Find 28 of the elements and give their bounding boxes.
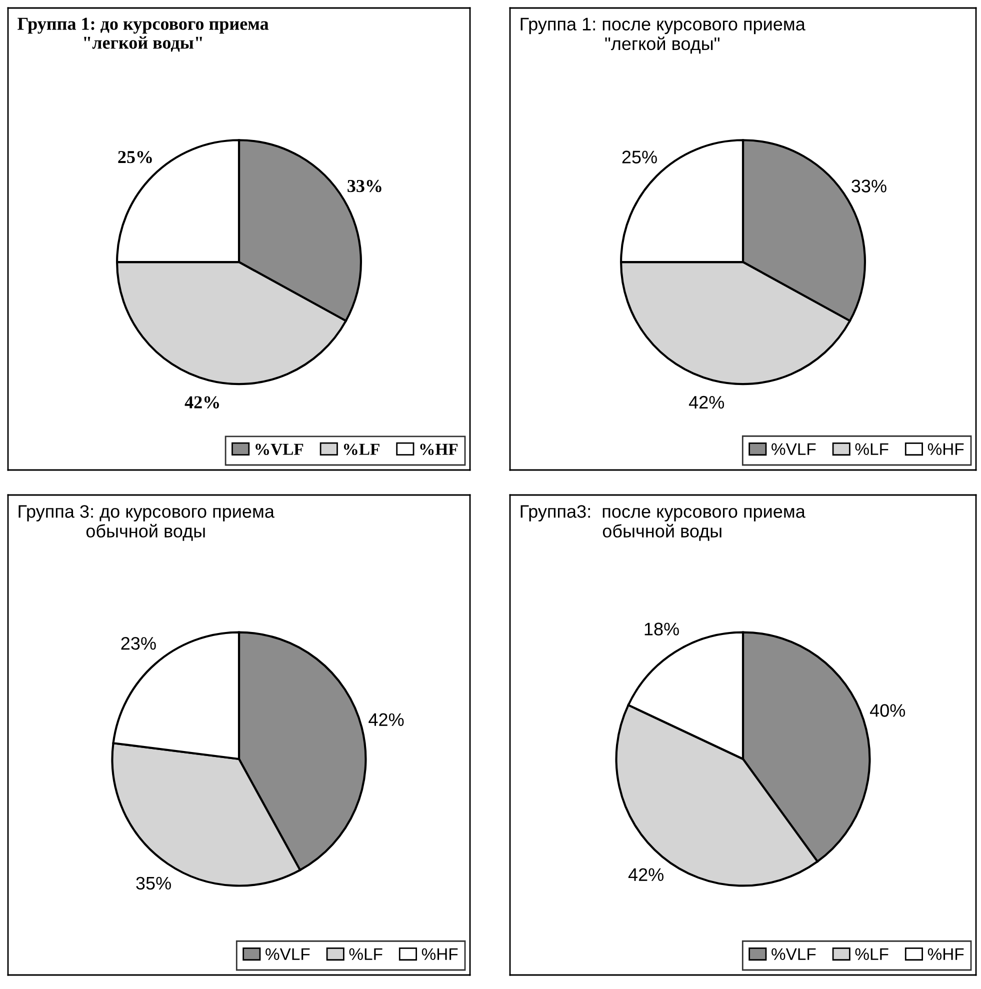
- data-label: 18%: [644, 622, 679, 636]
- chart-title: Группа 3: до курсового приема обычной воды: [18, 505, 274, 541]
- legend-label: %LF: [349, 948, 382, 960]
- legend-label: %VLF: [772, 948, 816, 960]
- data-label: 42%: [688, 396, 724, 409]
- legend-label: %HF: [928, 948, 964, 960]
- legend-label: %HF: [420, 444, 458, 456]
- data-label: 33%: [348, 180, 382, 192]
- legend-label: %HF: [928, 443, 964, 455]
- data-label: 25%: [118, 150, 152, 164]
- legend-label: %HF: [422, 948, 458, 960]
- data-label: 42%: [628, 868, 664, 881]
- chart-title: Группа 1: после курсового приема "легкой воды": [520, 18, 806, 54]
- data-label: 23%: [121, 636, 156, 650]
- data-label: 40%: [870, 704, 906, 717]
- data-label: 42%: [368, 713, 404, 726]
- legend-label: %VLF: [256, 444, 304, 456]
- data-label: 25%: [622, 150, 657, 164]
- chart-title: Группа 1: до курсового приема "легкой воды": [18, 18, 269, 52]
- legend-label: %LF: [855, 948, 888, 960]
- data-label: 42%: [184, 396, 219, 408]
- legend-label: %LF: [855, 443, 888, 455]
- legend-label: %VLF: [266, 948, 310, 960]
- chart-title: Группа3: после курсового приема обычной воды: [520, 505, 806, 541]
- legend-label: %LF: [344, 444, 380, 456]
- data-label: 33%: [852, 180, 886, 192]
- data-label: 35%: [136, 876, 171, 890]
- legend-label: %VLF: [772, 443, 816, 455]
